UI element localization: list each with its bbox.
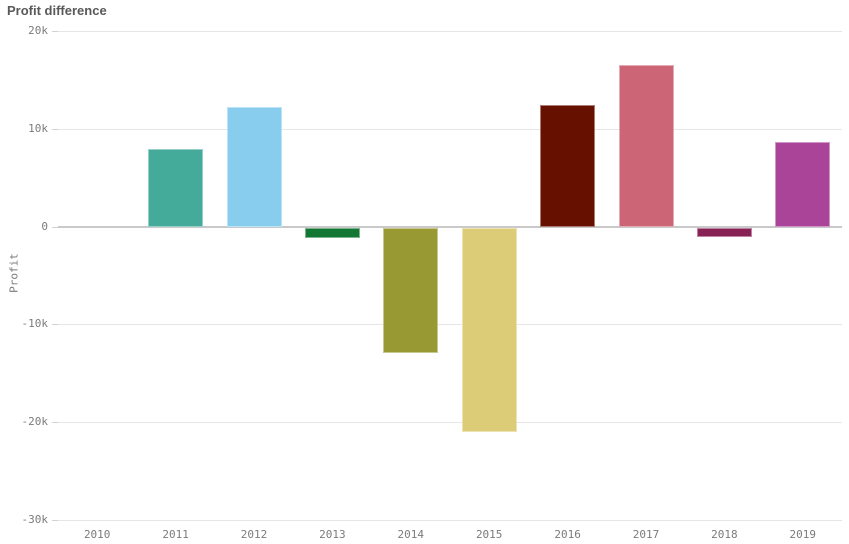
chart-title: Profit difference [7, 3, 107, 18]
bar-2011[interactable] [148, 149, 204, 227]
gridline-10k [58, 128, 842, 130]
bar-2013[interactable] [304, 227, 360, 239]
y-tick-label--20k: -20k [21, 415, 49, 429]
bar-2012[interactable] [226, 107, 282, 227]
x-tick-label-2011: 2011 [162, 528, 189, 541]
y-tick-mark [52, 324, 58, 326]
x-tick-label-2018: 2018 [711, 528, 738, 541]
x-tick-label-2014: 2014 [397, 528, 425, 541]
x-tick-label-2015: 2015 [475, 528, 503, 541]
y-tick-label-10k: 10k [28, 121, 48, 135]
zero-line [58, 225, 842, 228]
bar-2017[interactable] [618, 65, 674, 227]
bar-2014[interactable] [383, 227, 439, 353]
y-tick-label-0: 0 [41, 219, 48, 233]
y-tick-mark [52, 31, 58, 32]
bar-2018[interactable] [696, 227, 752, 238]
y-tick-mark [52, 520, 58, 521]
x-tick-label-2012: 2012 [240, 528, 268, 541]
plot-area [58, 31, 842, 521]
y-tick-mark [52, 422, 58, 424]
bar-2019[interactable] [775, 142, 831, 227]
gridline--20k [58, 422, 842, 424]
bar-2015[interactable] [461, 227, 517, 432]
x-tick-label-2010: 2010 [83, 528, 111, 541]
x-tick-label-2016: 2016 [554, 528, 581, 541]
x-tick-label-2019: 2019 [789, 528, 817, 541]
y-tick-mark [52, 226, 58, 228]
y-tick-mark [52, 128, 58, 130]
x-tick-label-2013: 2013 [319, 528, 346, 541]
gridline-20k [58, 31, 842, 32]
x-axis-tick-labels: 2010 2011 2012 2013 2014 2015 2016 2017 2018 2019 [58, 528, 842, 542]
gridline--10k [58, 324, 842, 326]
x-tick-label-2017: 2017 [632, 528, 660, 541]
bar-2016[interactable] [540, 105, 596, 227]
gridline--30k [58, 520, 842, 521]
y-tick-label--30k: -30k [21, 513, 49, 526]
y-axis-title: Profit [7, 253, 21, 293]
y-tick-label--10k: -10k [21, 317, 49, 331]
y-tick-label-20k: 20k [28, 24, 48, 37]
